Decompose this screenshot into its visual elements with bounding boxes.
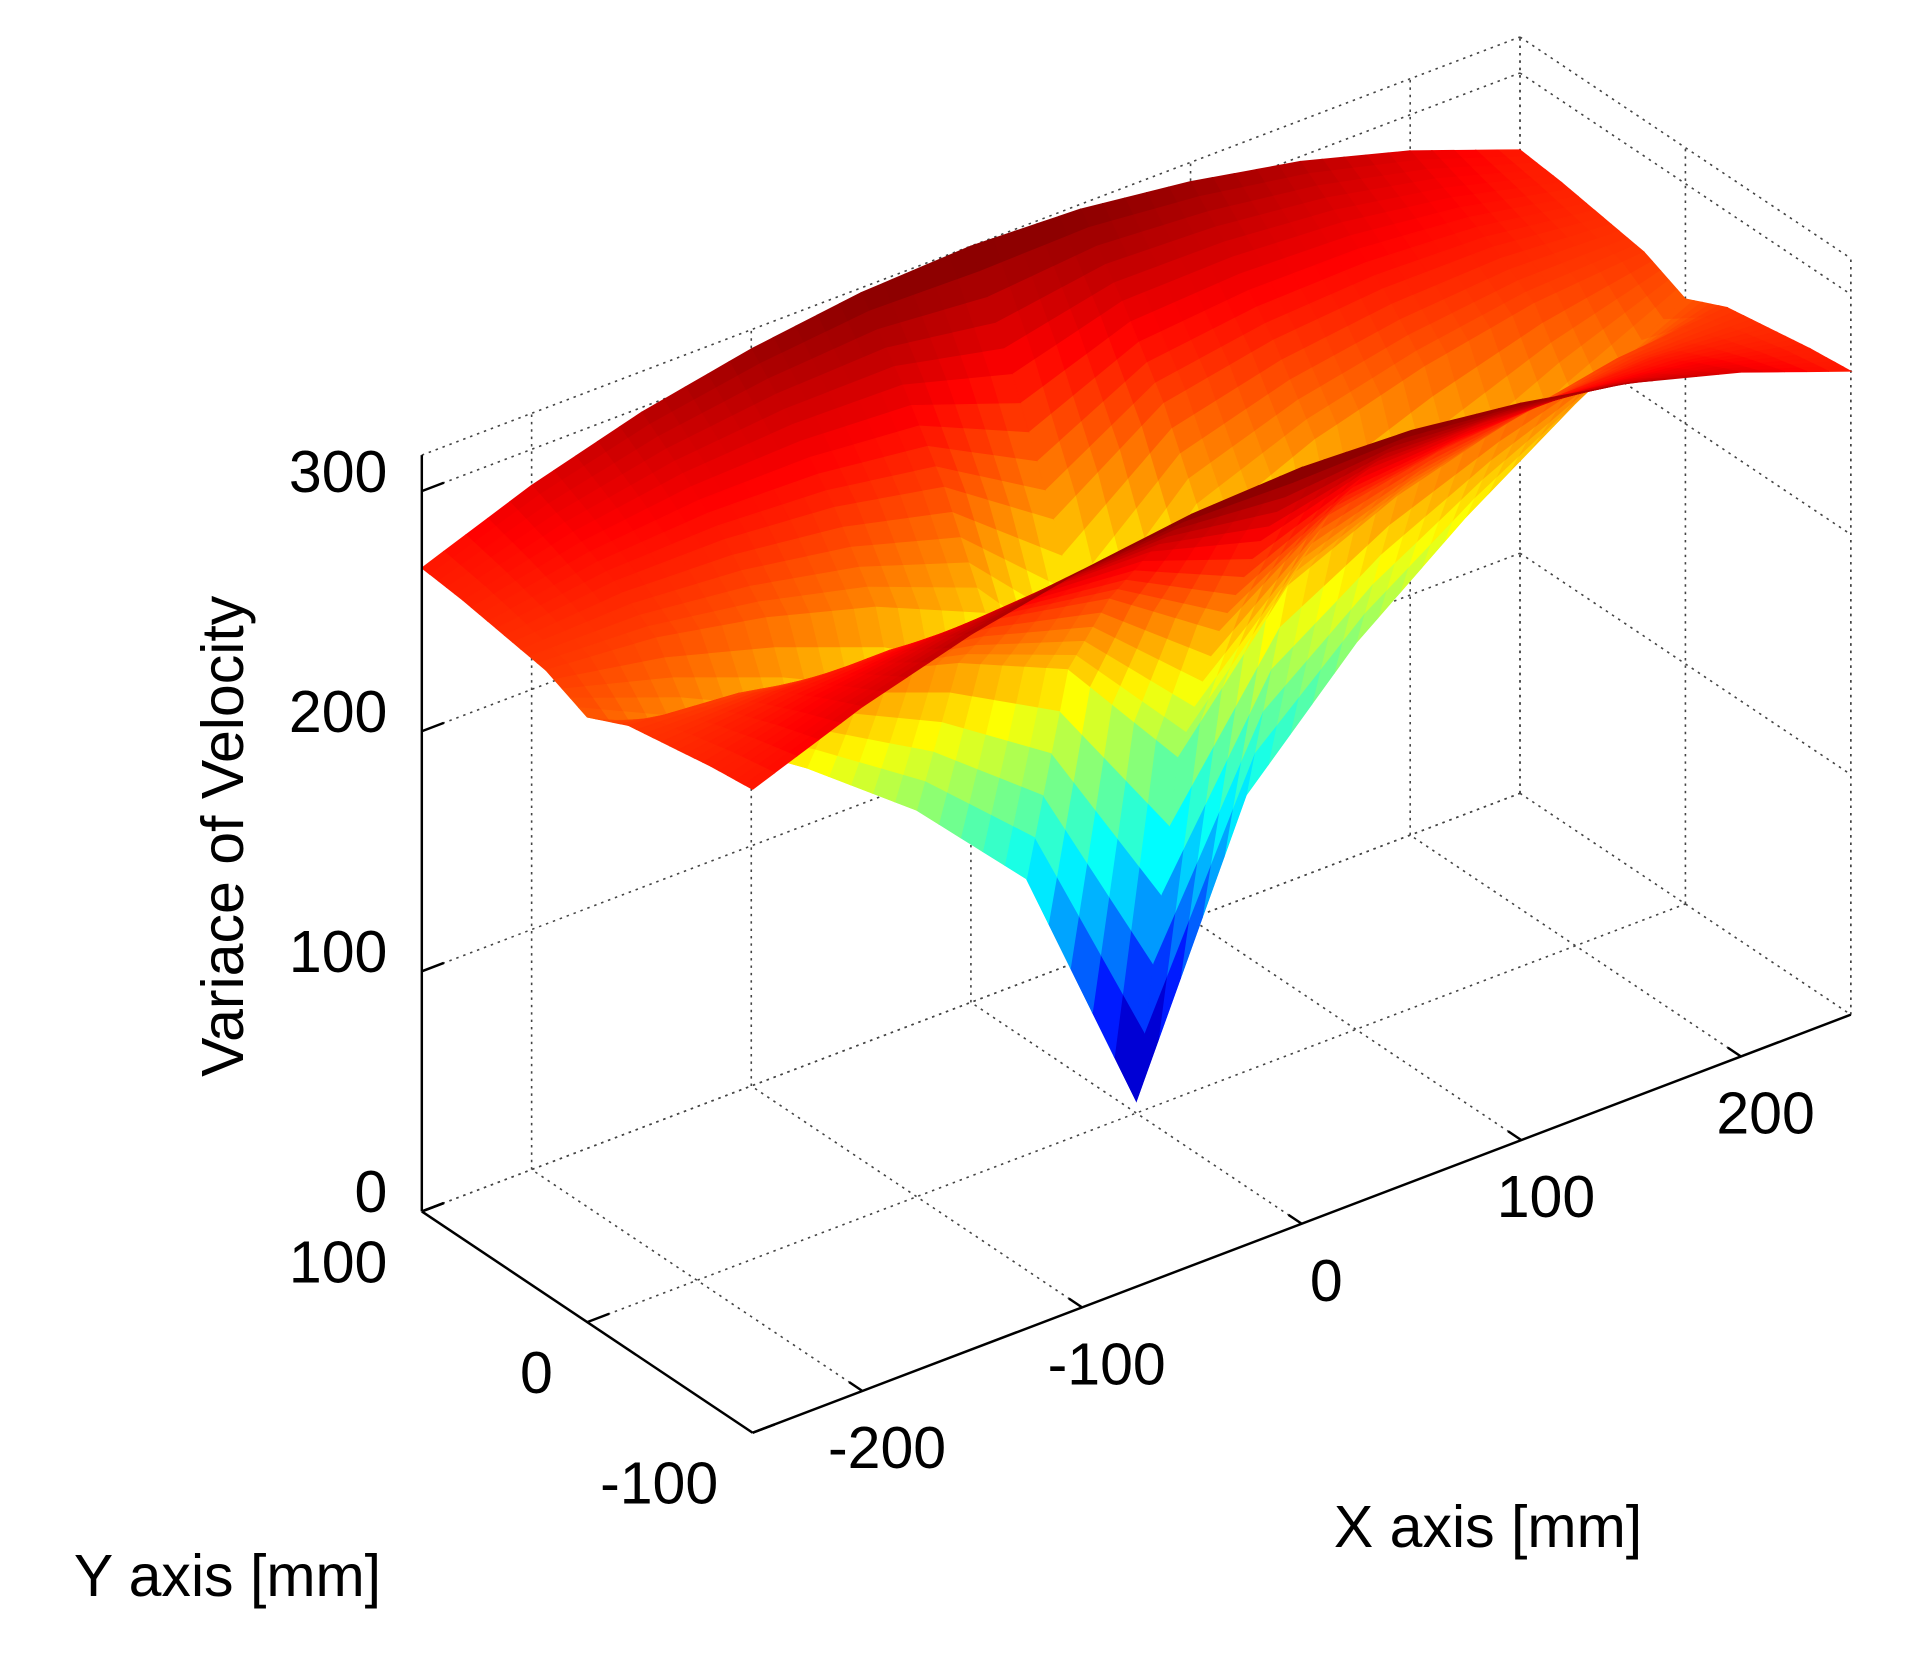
- z-tick-label: 100: [289, 919, 387, 985]
- grid-line: [531, 1168, 863, 1392]
- z-tick-label: 0: [355, 1159, 388, 1225]
- z-tick: [421, 481, 445, 493]
- y-tick-label: 100: [289, 1229, 387, 1295]
- y-tick: [752, 1423, 776, 1434]
- z-axis-label: Variace of Velocity: [190, 595, 256, 1077]
- x-tick-label: 0: [1310, 1248, 1343, 1314]
- x-axis-label: X axis [mm]: [1334, 1494, 1642, 1560]
- y-tick-label: 0: [520, 1340, 553, 1406]
- z-tick: [421, 1201, 445, 1213]
- x-tick-label: 200: [1716, 1081, 1814, 1147]
- z-tick-label: 200: [289, 679, 387, 745]
- surface-patch: [743, 768, 776, 790]
- grid-line: [1190, 918, 1522, 1141]
- y-axis-label: Y axis [mm]: [74, 1543, 381, 1609]
- y-tick-label: -100: [600, 1451, 718, 1517]
- surface: [421, 149, 1853, 1103]
- z-tick: [421, 721, 445, 733]
- x-tick: [1727, 1046, 1742, 1058]
- z-tick: [421, 961, 445, 973]
- x-tick: [848, 1381, 864, 1392]
- z-tick-label: 300: [289, 439, 387, 505]
- x-tick-label: -200: [828, 1415, 946, 1481]
- x-tick: [1287, 1213, 1303, 1225]
- x-tick: [1068, 1297, 1083, 1309]
- x-tick-label: 100: [1497, 1164, 1595, 1230]
- x-tick-label: -100: [1048, 1331, 1166, 1397]
- y-tick: [586, 1312, 610, 1324]
- x-tick: [1507, 1130, 1523, 1142]
- grid-line: [750, 1085, 1083, 1309]
